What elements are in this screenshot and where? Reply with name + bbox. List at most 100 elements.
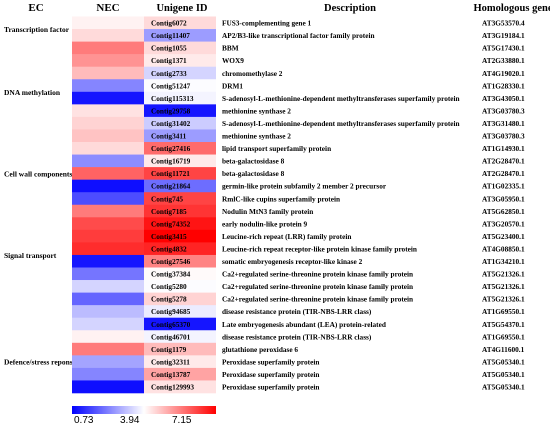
heatmap-cell-nec xyxy=(144,104,216,118)
homologous-gene: AT3G31480.1 xyxy=(482,119,525,128)
gene-description: beta-galactosidase 8 xyxy=(222,157,285,166)
header-unigene-id: Unigene ID xyxy=(156,3,207,14)
gene-description: Late embryogenesis abundant (LEA) protei… xyxy=(222,320,386,329)
homologous-gene: AT5G21326.1 xyxy=(482,295,525,304)
unigene-id: Contig1055 xyxy=(151,44,187,53)
unigene-id: Contig11407 xyxy=(151,31,190,40)
homologous-gene: AT1G14930.1 xyxy=(482,144,525,153)
heatmap-cell-nec xyxy=(144,54,216,67)
homologous-gene: AT5G23400.1 xyxy=(482,232,525,241)
heatmap-cell-ec xyxy=(72,367,144,381)
unigene-id: Contig6072 xyxy=(151,19,187,28)
unigene-id: Contig74352 xyxy=(151,219,191,228)
heatmap-cell-nec xyxy=(144,179,216,193)
category-label: DNA methylation xyxy=(4,88,61,97)
row-annotations: Contig6072 FUS3-complementing gene 1 AT3G5… xyxy=(151,19,525,392)
unigene-id: Contig27416 xyxy=(151,144,191,153)
unigene-id: Contig5280 xyxy=(151,282,187,291)
homologous-gene: AT5G21326.1 xyxy=(482,270,525,279)
homologous-gene: AT4G19020.1 xyxy=(482,69,525,78)
category-label: Cell wall components xyxy=(4,169,72,178)
heatmap-cell-nec xyxy=(144,91,216,105)
heatmap-cell-ec xyxy=(72,217,144,231)
category-label: Signal transport xyxy=(4,251,57,260)
unigene-id: Contig5278 xyxy=(151,295,187,304)
homologous-gene: AT4G11600.1 xyxy=(482,345,525,354)
heatmap-cell-nec xyxy=(144,367,216,381)
homologous-gene: AT3G19184.1 xyxy=(482,31,525,40)
category-label: Defence/stress reponse xyxy=(4,358,77,367)
heatmap-cell-nec xyxy=(144,192,216,206)
unigene-id: Contig3411 xyxy=(151,132,187,141)
heatmap-cell-ec xyxy=(72,254,144,268)
heatmap-cell-nec xyxy=(144,267,216,281)
homologous-gene: AT1G69550.1 xyxy=(482,307,525,316)
unigene-id: Contig1179 xyxy=(151,345,187,354)
heatmap-cell-ec xyxy=(72,116,144,130)
heatmap-cell-ec xyxy=(72,267,144,281)
gene-description: methionine synthase 2 xyxy=(222,132,291,141)
gene-description: Leucine-rich repeat receptor-like protei… xyxy=(222,244,417,253)
heatmap-cell-nec xyxy=(144,305,216,318)
unigene-id: Contig4832 xyxy=(151,244,187,253)
heatmap-cell-ec xyxy=(72,142,144,155)
heatmap-cell-ec xyxy=(72,91,144,105)
header-homologous-gene: Homologous gene xyxy=(473,3,550,14)
heatmap-cell-nec xyxy=(144,41,216,55)
gene-description: beta-galactosidase 8 xyxy=(222,169,285,178)
homologous-gene: AT3G03780.3 xyxy=(482,106,525,115)
color-scale-legend: 0.73 3.94 7.15 xyxy=(72,406,216,425)
heatmap-cell-nec xyxy=(144,116,216,130)
unigene-id: Contig32311 xyxy=(151,357,190,366)
unigene-id: Contig129993 xyxy=(151,383,194,392)
category-labels: Transcription factor DNA methylation Cell … xyxy=(4,25,77,367)
column-headers: EC NEC xyxy=(28,2,119,14)
gene-description: somatic embryogenesis receptor-like kina… xyxy=(222,257,363,266)
heatmap-cell-ec xyxy=(72,167,144,180)
gene-description: disease resistance protein (TIR-NBS-LRR … xyxy=(222,307,372,316)
heatmap-cell-nec xyxy=(144,217,216,231)
heatmap-cell-ec xyxy=(72,229,144,243)
heatmap-cell-ec xyxy=(72,380,144,394)
gene-description: RmlC-like cupins superfamily protein xyxy=(222,194,340,203)
heatmap-cell-ec xyxy=(72,29,144,42)
homologous-gene: AT5G21326.1 xyxy=(482,282,525,291)
unigene-id: Contig31402 xyxy=(151,119,191,128)
heatmap-cell-nec xyxy=(144,242,216,256)
gene-description: methionine synthase 2 xyxy=(222,106,291,115)
gene-description: glutathione peroxidase 6 xyxy=(222,345,298,354)
heatmap-cell-ec xyxy=(72,204,144,218)
homologous-gene: AT1G02335.1 xyxy=(482,182,525,191)
gene-description: lipid transport superfamily protein xyxy=(222,144,331,153)
gene-description: Ca2+regulated serine-threonine protein k… xyxy=(222,270,413,279)
table-headers: Unigene ID Description Homologous gene xyxy=(156,3,550,14)
heatmap-cell-nec xyxy=(144,167,216,180)
homologous-gene: AT2G28470.1 xyxy=(482,157,525,166)
heatmap-cell-nec xyxy=(144,142,216,155)
homologous-gene: AT4G08850.1 xyxy=(482,244,525,253)
unigene-id: Contig2733 xyxy=(151,69,187,78)
unigene-id: Contig37384 xyxy=(151,270,191,279)
category-label: Transcription factor xyxy=(4,25,70,34)
unigene-id: Contig94685 xyxy=(151,307,191,316)
heatmap-cell-nec xyxy=(144,229,216,243)
unigene-id: Contig27546 xyxy=(151,257,191,266)
unigene-id: Contig21864 xyxy=(151,182,191,191)
heatmap-cell-ec xyxy=(72,355,144,369)
header-description: Description xyxy=(324,3,376,14)
heatmap-cell-nec xyxy=(144,29,216,42)
heatmap-cell-ec xyxy=(72,305,144,318)
homologous-gene: AT2G33880.1 xyxy=(482,56,525,65)
gene-description: Ca2+regulated serine-threonine protein k… xyxy=(222,295,413,304)
homologous-gene: AT2G28470.1 xyxy=(482,169,525,178)
color-scale-tick-label: 7.15 xyxy=(172,415,192,425)
column-header-ec: EC xyxy=(28,2,43,14)
gene-description: Peroxidase superfamily protein xyxy=(222,370,319,379)
heatmap-cell-ec xyxy=(72,41,144,55)
heatmap-cell-ec xyxy=(72,104,144,118)
homologous-gene: AT3G20570.1 xyxy=(482,219,525,228)
unigene-id: Contig51247 xyxy=(151,81,191,90)
heatmap-cell-nec xyxy=(144,292,216,306)
homologous-gene: AT3G43050.1 xyxy=(482,94,525,103)
unigene-id: Contig115313 xyxy=(151,94,194,103)
